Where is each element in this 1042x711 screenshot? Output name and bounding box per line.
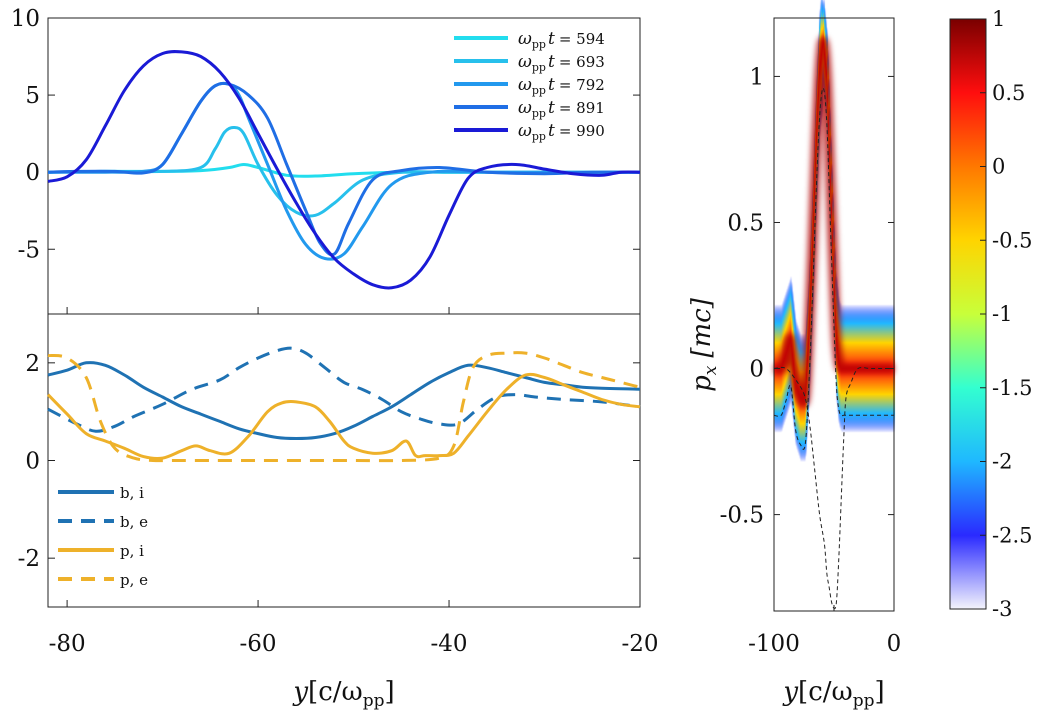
- bottom-x-axis-label: y[c/ωpp]: [292, 677, 394, 711]
- top-y-tick-label: 5: [25, 83, 40, 109]
- bottom-series-line-p-i: [46, 372, 641, 460]
- top-y-tick-label: 0: [25, 160, 40, 186]
- colorbar-tick-label: -1: [992, 302, 1012, 326]
- top-y-tick-label: 10: [11, 6, 40, 32]
- phase-space-dashed-contour-inner: [773, 87, 894, 450]
- colorbar-ticks: 1 0.5 0 -0.5 -1 -1.5 -2 -2.5 -3: [980, 7, 1033, 621]
- colorbar-tick-label: 0: [992, 155, 1005, 179]
- colorbar-tick-label: -2.5: [992, 523, 1033, 547]
- colorbar-tick-label: -2: [992, 450, 1012, 474]
- bottom-x-tick-label: -20: [621, 631, 658, 657]
- bottom-legend-label: b, e: [120, 513, 148, 531]
- bottom-series-line-p-e: [47, 351, 641, 463]
- top-legend-label: ωpp t = 594: [518, 29, 605, 51]
- phase-space-panel: 1 0.5 0 -0.5 -100 0 px[mc] y[c/ωpp]: [687, 0, 901, 711]
- bottom-y-tick-label: -2: [18, 546, 40, 572]
- bottom-y-tick-label: 0: [25, 449, 40, 475]
- bottom-y-ticks: 2 0 -2: [18, 351, 640, 572]
- bottom-y-tick-label: 2: [25, 351, 40, 377]
- bottom-x-tick-label: -80: [49, 631, 86, 657]
- phase-space-y-tick-label: 0: [749, 357, 764, 383]
- bottom-legend-label: p, e: [120, 571, 148, 589]
- bottom-x-ticks: -80 -60 -40 -20: [49, 600, 659, 657]
- top-series: [47, 50, 641, 290]
- phase-space-x-axis-label: y[c/ωpp]: [782, 677, 884, 711]
- colorbar-tick-label: -3: [992, 597, 1012, 621]
- top-series-line-891: [47, 81, 641, 257]
- phase-space-core: [773, 36, 894, 408]
- phase-space-y-tick-label: -0.5: [720, 503, 764, 529]
- bottom-legend: b, i b, e p, i p, e: [58, 484, 148, 589]
- top-legend-label: ωpp t = 792: [518, 75, 605, 97]
- colorbar-tick-label: -0.5: [992, 228, 1033, 252]
- colorbar-tick-label: 1: [992, 7, 1005, 31]
- colorbar: 1 0.5 0 -0.5 -1 -1.5 -2 -2.5 -3: [949, 7, 1033, 621]
- top-legend-label: ωpp t = 891: [518, 98, 605, 120]
- top-y-tick-label: -5: [18, 237, 40, 263]
- bottom-series-line-b-i: [47, 361, 641, 440]
- top-legend-label: ωpp t = 990: [518, 121, 605, 143]
- top-legend-label: ωpp t = 693: [518, 52, 605, 74]
- top-series-line-990: [47, 50, 641, 290]
- phase-space-y-ticks: 1 0.5 0 -0.5: [720, 64, 894, 529]
- bottom-x-tick-label: -40: [431, 631, 468, 657]
- top-series-line-693: [47, 125, 640, 218]
- bottom-legend-label: b, i: [120, 484, 144, 502]
- phase-space-x-tick-label: -100: [748, 631, 800, 657]
- colorbar-tick-label: -1.5: [992, 376, 1033, 400]
- phase-space-y-tick-label: 0.5: [727, 210, 764, 236]
- bottom-series: [46, 346, 641, 463]
- colorbar-tick-label: 0.5: [992, 81, 1025, 105]
- bottom-series-line-b-e: [47, 346, 641, 433]
- bottom-panel: 2 0 -2 -80 -60 -40 -20 b, i b, e p, i p, e y[c/ω…: [18, 313, 659, 711]
- phase-space-heatmap: [773, 0, 896, 609]
- bottom-legend-label: p, i: [120, 542, 144, 560]
- phase-space-x-ticks: -100 0: [748, 605, 901, 657]
- top-y-ticks: 10 5 0 -5: [11, 6, 640, 314]
- phase-space-x-tick-label: 0: [887, 631, 902, 657]
- phase-space-y-axis-label: px[mc]: [687, 297, 721, 392]
- phase-space-y-tick-label: 1: [749, 64, 764, 90]
- bottom-x-tick-label: -60: [240, 631, 277, 657]
